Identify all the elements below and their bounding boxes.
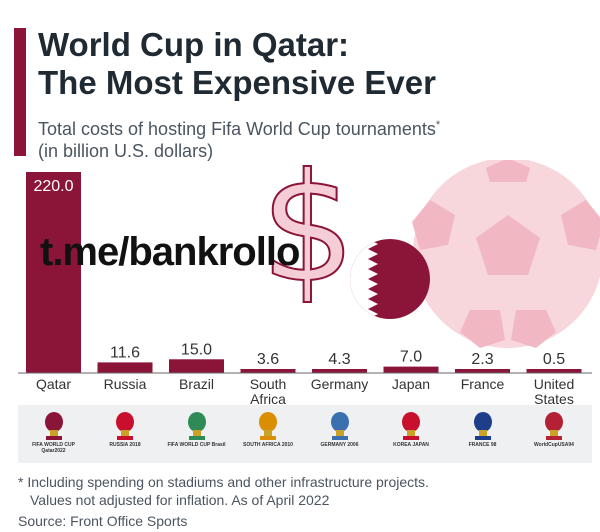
- trophy-icon: [402, 412, 420, 440]
- qatar-flag-icon: [350, 239, 430, 319]
- bar-united-states: [526, 369, 582, 373]
- value-label-japan: 7.0: [400, 349, 422, 366]
- usa-1994-logo-text: WorldCupUSA94: [534, 442, 574, 448]
- subtitle-footnote-marker: *: [435, 119, 441, 131]
- title-line-1: World Cup in Qatar:: [38, 26, 350, 63]
- trophy-icon: [259, 412, 277, 440]
- category-label-germany: Germany: [311, 376, 369, 392]
- bar-qatar: [26, 172, 81, 373]
- chart-title: World Cup in Qatar: The Most Expensive E…: [38, 26, 578, 102]
- trophy-icon: [187, 412, 206, 440]
- germany-2006-logo: GERMANY 2006: [310, 410, 370, 458]
- value-label-germany: 4.3: [328, 351, 350, 368]
- labels-group: 220.0 Qatar 11.6 Russia 15.0 Brazil 3.6 SouthAf…: [33, 178, 574, 407]
- category-label-russia: Russia: [104, 376, 147, 392]
- subtitle-line-2: (in billion U.S. dollars): [38, 141, 214, 161]
- logo-strip: [18, 405, 592, 463]
- category-label-qatar: Qatar: [36, 376, 71, 392]
- title-line-2: The Most Expensive Ever: [38, 64, 436, 101]
- japan-2002-logo: KOREA JAPAN: [381, 410, 441, 458]
- south-africa-2010-logo: SOUTH AFRICA 2010: [238, 410, 298, 458]
- title-accent-bar: [14, 28, 26, 156]
- value-label-russia: 11.6: [110, 344, 140, 361]
- footnote-line-2: Values not adjusted for inflation. As of…: [30, 492, 330, 508]
- source-text: Source: Front Office Sports: [18, 513, 188, 529]
- brazil-2014-logo: FIFA WORLD CUP Brasil: [167, 410, 227, 458]
- category-label-brazil: Brazil: [179, 376, 214, 392]
- bar-south-africa: [240, 369, 296, 373]
- japan-2002-logo-text: KOREA JAPAN: [393, 442, 429, 448]
- trophy-icon: [44, 412, 63, 440]
- qatar-2022-logo-text: FIFA WORLD CUP Qatar2022: [32, 442, 75, 454]
- value-label-france: 2.3: [471, 351, 493, 368]
- category-label-japan: Japan: [392, 376, 430, 392]
- value-label-qatar: 220.0: [33, 178, 73, 195]
- svg-text:$: $: [260, 160, 355, 316]
- value-label-south-africa: 3.6: [257, 351, 279, 368]
- france-1998-logo: FRANCE 98: [453, 410, 513, 458]
- bar-germany: [312, 369, 367, 373]
- france-1998-logo-text: FRANCE 98: [468, 442, 497, 448]
- south-africa-2010-logo-text: SOUTH AFRICA 2010: [243, 442, 293, 448]
- value-label-united-states: 0.5: [543, 351, 565, 368]
- qatar-2022-logo: FIFA WORLD CUP Qatar2022: [24, 410, 84, 458]
- bar-france: [455, 369, 510, 373]
- category-label-united-states-line-2: States: [534, 391, 574, 407]
- category-label-united-states-line-1: United: [534, 376, 574, 392]
- bar-brazil: [169, 359, 224, 373]
- category-label-france: France: [461, 376, 505, 392]
- trophy-icon: [330, 412, 349, 440]
- category-label-south-africa-line-1: South: [250, 376, 287, 392]
- subtitle-line-1: Total costs of hosting Fifa World Cup to…: [38, 119, 436, 139]
- footnote: * Including spending on stadiums and oth…: [18, 473, 588, 509]
- brazil-2014-logo-text: FIFA WORLD CUP Brasil: [167, 442, 226, 448]
- category-label-south-africa-line-2: Africa: [250, 391, 286, 407]
- trophy-icon: [545, 412, 563, 440]
- chart-subtitle: Total costs of hosting Fifa World Cup to…: [38, 114, 578, 162]
- watermark-text: t.me/bankrollo: [40, 230, 300, 274]
- dollar-sign-icon: $: [259, 160, 356, 317]
- trophy-icon: [473, 412, 492, 440]
- bar-chart: $ 220.0 Qatar 11.6 Russia 15.0 Brazil 3.6 South…: [18, 160, 600, 407]
- footnote-line-1: * Including spending on stadiums and oth…: [18, 474, 429, 490]
- trophy-icon: [116, 412, 134, 440]
- usa-1994-logo: WorldCupUSA94: [524, 410, 584, 458]
- russia-2018-logo-text: RUSSIA 2018: [109, 442, 141, 448]
- bars-group: [26, 172, 582, 373]
- germany-2006-logo-text: GERMANY 2006: [320, 442, 359, 448]
- bar-japan: [383, 366, 439, 373]
- value-label-brazil: 15.0: [181, 341, 212, 358]
- bar-russia: [97, 362, 153, 373]
- russia-2018-logo: RUSSIA 2018: [95, 410, 155, 458]
- soccer-ball-icon: [412, 160, 600, 348]
